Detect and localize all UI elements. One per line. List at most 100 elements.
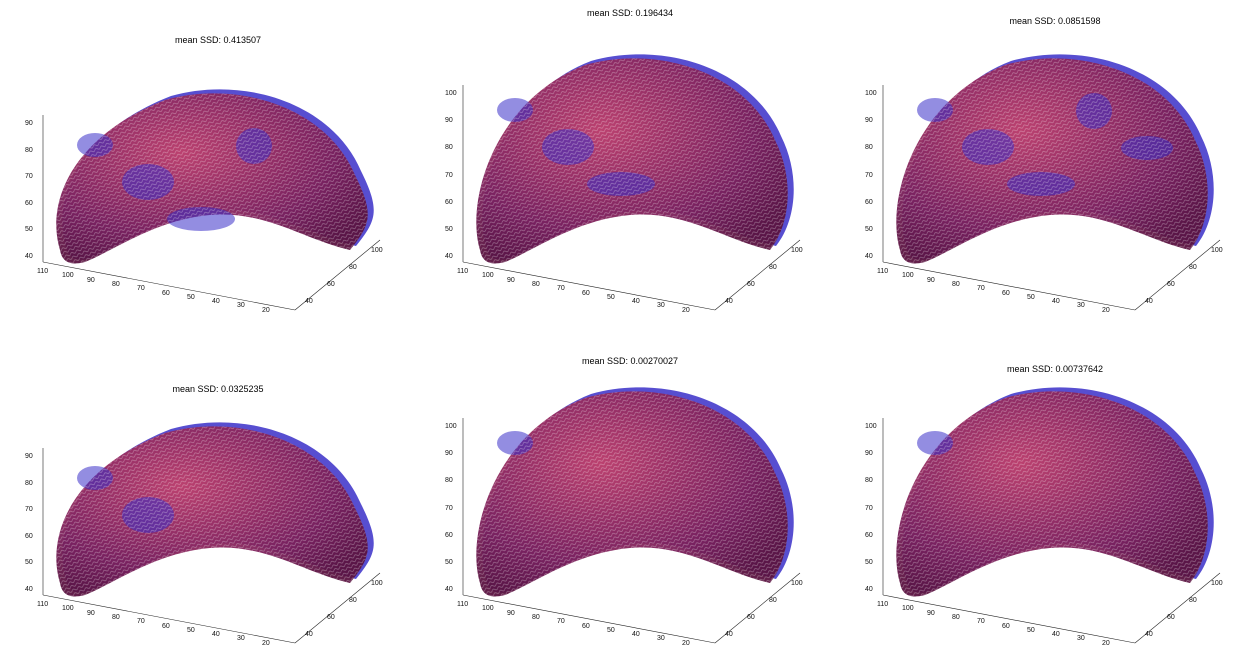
- axes-frame: [42, 115, 381, 311]
- y-tick-label: 80: [349, 597, 357, 604]
- z-tick-label: 70: [865, 504, 873, 512]
- x-tick-label: 80: [532, 613, 540, 621]
- subplot-title: mean SSD: 0.00737642: [1006, 364, 1104, 374]
- z-tick-label: 80: [445, 144, 453, 152]
- x-tick-label: 60: [582, 289, 590, 297]
- y-tick-label: 100: [1211, 247, 1223, 254]
- surface-plot: [462, 54, 801, 311]
- x-tick-label: 110: [37, 268, 49, 275]
- y-tick-label: 40: [725, 631, 733, 638]
- x-tick-label: 20: [1102, 639, 1110, 647]
- x-tick-label: 40: [632, 298, 640, 306]
- z-tick-label: 70: [25, 173, 33, 181]
- x-tick-label: 20: [1102, 306, 1110, 314]
- y-tick-label: 100: [791, 580, 803, 587]
- z-tick-label: 50: [445, 225, 453, 233]
- x-tick-label: 30: [657, 635, 665, 643]
- axes-frame: [42, 448, 381, 644]
- z-tick-label: 60: [865, 531, 873, 539]
- surface-texture: [896, 58, 1208, 264]
- surface-plot: [882, 54, 1221, 311]
- y-tick-label: 100: [1211, 580, 1223, 587]
- surface-texture: [56, 426, 368, 597]
- subplot-title: mean SSD: 0.0851598: [1009, 16, 1101, 26]
- x-tick-label: 20: [262, 639, 270, 647]
- z-tick-label: 80: [25, 479, 33, 487]
- x-tick-label: 100: [62, 605, 74, 613]
- surface-texture: [476, 391, 788, 597]
- z-tick-label: 50: [25, 559, 33, 567]
- x-tick-label: 30: [1077, 635, 1085, 643]
- axes-frame: [882, 418, 1221, 644]
- x-tick-label: 60: [162, 289, 170, 297]
- x-tick-label: 70: [137, 618, 145, 626]
- x-tick-label: 110: [37, 601, 49, 608]
- z-tick-label: 90: [865, 450, 873, 458]
- x-tick-label: 40: [212, 631, 220, 639]
- z-tick-label: 90: [445, 450, 453, 458]
- x-tick-label: 90: [507, 276, 515, 284]
- z-tick-label: 60: [25, 532, 33, 540]
- y-tick-label: 80: [1189, 597, 1197, 604]
- x-tick-label: 100: [902, 605, 914, 613]
- x-tick-label: 30: [237, 635, 245, 643]
- x-tick-label: 60: [162, 622, 170, 630]
- x-tick-label: 110: [457, 268, 469, 275]
- subplot-2: mean SSD: 0.196434 40 50 60 70 80 90 100 110 100 9…: [425, 0, 835, 330]
- z-tick-label: 80: [865, 144, 873, 152]
- z-tick-label: 40: [865, 253, 873, 260]
- subplot-3: mean SSD: 0.0851598 40 50 60 70 80 90 100 110 100…: [845, 0, 1255, 330]
- x-tick-label: 30: [1077, 302, 1085, 310]
- z-tick-label: 90: [865, 117, 873, 125]
- subplot-5: mean SSD: 0.00270027 40 50 60 70 80 90 100 110 10…: [425, 333, 835, 663]
- y-tick-label: 40: [1145, 631, 1153, 638]
- x-tick-label: 70: [557, 285, 565, 293]
- x-tick-label: 70: [137, 285, 145, 293]
- y-tick-label: 60: [747, 614, 755, 621]
- y-tick-label: 80: [769, 597, 777, 604]
- z-tick-label: 90: [25, 453, 33, 460]
- x-tick-label: 70: [977, 618, 985, 626]
- y-tick-label: 40: [1145, 298, 1153, 305]
- subplot-1: mean SSD: 0.413507 40 50 60 70 80 90 110 100 90 80…: [5, 0, 415, 330]
- z-tick-label: 60: [445, 198, 453, 206]
- x-tick-label: 80: [112, 613, 120, 621]
- x-tick-label: 90: [927, 609, 935, 617]
- x-tick-label: 90: [507, 609, 515, 617]
- z-tick-label: 50: [865, 558, 873, 566]
- x-tick-label: 60: [1002, 622, 1010, 630]
- z-tick-label: 40: [865, 586, 873, 593]
- x-tick-label: 60: [1002, 289, 1010, 297]
- z-tick-label: 40: [445, 253, 453, 260]
- x-tick-label: 110: [877, 601, 889, 608]
- x-tick-label: 30: [237, 302, 245, 310]
- surface-plot: [462, 387, 801, 644]
- y-tick-label: 100: [791, 247, 803, 254]
- x-tick-label: 70: [977, 285, 985, 293]
- z-tick-label: 50: [25, 226, 33, 234]
- x-tick-label: 40: [1052, 631, 1060, 639]
- z-tick-label: 60: [865, 198, 873, 206]
- x-tick-label: 90: [87, 276, 95, 284]
- y-tick-label: 60: [327, 614, 335, 621]
- x-tick-label: 20: [262, 306, 270, 314]
- x-tick-label: 50: [1027, 626, 1035, 634]
- x-tick-label: 80: [112, 280, 120, 288]
- x-tick-label: 110: [877, 268, 889, 275]
- surface-plot: [42, 89, 381, 311]
- z-tick-label: 100: [865, 90, 877, 97]
- y-tick-label: 100: [371, 247, 383, 254]
- x-tick-label: 50: [607, 626, 615, 634]
- x-tick-label: 100: [62, 272, 74, 280]
- y-tick-label: 60: [747, 281, 755, 288]
- x-tick-label: 80: [952, 613, 960, 621]
- y-tick-label: 40: [725, 298, 733, 305]
- y-tick-label: 80: [1189, 264, 1197, 271]
- x-tick-label: 70: [557, 618, 565, 626]
- axes-frame: [882, 85, 1221, 311]
- x-tick-label: 90: [87, 609, 95, 617]
- y-tick-label: 80: [769, 264, 777, 271]
- z-tick-label: 80: [25, 146, 33, 154]
- x-tick-label: 40: [632, 631, 640, 639]
- z-tick-label: 60: [445, 531, 453, 539]
